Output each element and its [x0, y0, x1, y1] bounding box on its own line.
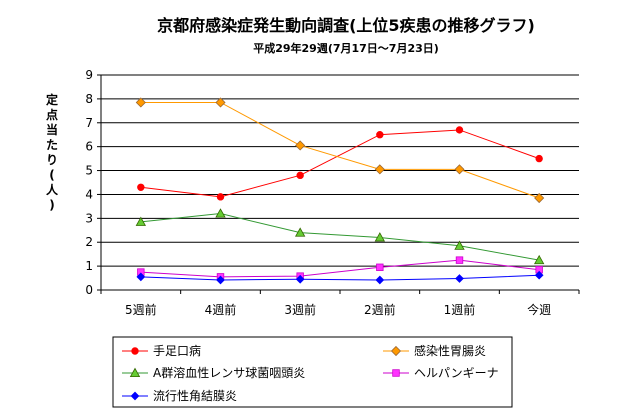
data-point [135, 97, 146, 108]
x-tick-label: 今週 [527, 302, 551, 317]
x-tick-label: 3週前 [284, 302, 316, 317]
data-point [216, 275, 225, 285]
series-line [140, 129, 540, 198]
data-point [136, 272, 146, 282]
y-axis-label-char: 点 [46, 107, 58, 122]
data-point [375, 275, 385, 285]
legend-item: A群溶血性レンサ球菌咽頭炎 [122, 365, 305, 380]
data-point [137, 183, 145, 191]
y-tick-label: 4 [85, 187, 93, 201]
data-point [454, 164, 465, 175]
y-tick-labels: 0 1 2 3 4 5 6 7 8 9 [85, 68, 93, 297]
data-point [533, 254, 545, 265]
series-3 [137, 256, 543, 281]
data-point [455, 256, 464, 264]
y-tick-label: 0 [85, 283, 93, 297]
y-tick-label: 6 [85, 140, 93, 154]
legend-label: A群溶血性レンサ球菌咽頭炎 [153, 365, 305, 380]
y-tick-label: 7 [85, 116, 93, 130]
data-point [135, 216, 147, 226]
data-point [455, 274, 464, 283]
series-line [140, 101, 540, 199]
legend-swatch-marker [390, 345, 402, 357]
x-tick-label: 2週前 [364, 302, 396, 317]
legend-item: 流行性角結膜炎 [122, 389, 237, 403]
data-point [215, 208, 226, 218]
y-axis-label: 定点当たり(人) [46, 92, 59, 212]
y-tick-label: 1 [85, 259, 93, 273]
legend-label: 手足口病 [153, 343, 201, 358]
x-tick-label: 5週前 [125, 302, 157, 317]
series-line [140, 274, 540, 281]
series-1 [135, 97, 545, 204]
legend-item: ヘルパンギーナ [383, 366, 499, 380]
data-point [535, 154, 543, 163]
y-axis-label-char: 当 [46, 122, 58, 137]
y-tick-label: 8 [85, 92, 93, 106]
data-point [296, 171, 304, 180]
legend-label: 流行性角結膜炎 [153, 389, 237, 403]
y-tick-label: 3 [85, 211, 93, 225]
legend-swatch-marker [392, 369, 400, 377]
series-line [140, 213, 540, 261]
y-axis-label-char: ) [49, 198, 54, 212]
data-point [295, 140, 306, 151]
y-tick-label: 2 [85, 235, 93, 249]
legend-swatch-marker [130, 391, 140, 401]
data-point [295, 274, 305, 284]
y-axis-label-char: り [46, 153, 58, 167]
y-axis-label-char: 定 [46, 92, 58, 107]
data-point [454, 240, 465, 250]
series-line [140, 259, 540, 278]
axes [97, 74, 580, 294]
x-tick-label: 1週前 [444, 302, 476, 317]
legend-item: 感染性胃腸炎 [383, 343, 486, 358]
data-point [455, 126, 464, 134]
chart-title: 京都府感染症発生動向調査(上位5疾患の推移グラフ) [157, 16, 535, 35]
y-axis-label-char: 人 [46, 182, 59, 197]
gridlines [101, 74, 579, 267]
data-point [216, 193, 225, 201]
legend-label: 感染性胃腸炎 [414, 343, 486, 358]
data-point [534, 270, 544, 280]
data-point [376, 131, 384, 139]
y-tick-label: 5 [85, 164, 93, 178]
y-tick-label: 9 [85, 68, 93, 82]
legend-swatch-marker [131, 347, 139, 355]
legend-swatch-marker [129, 367, 141, 378]
data-point [294, 227, 306, 237]
legend-label: ヘルパンギーナ [414, 366, 499, 380]
data-point [374, 164, 385, 175]
series-4 [136, 270, 544, 285]
y-axis-label-char: ( [49, 168, 54, 182]
x-tick-labels: 5週前 4週前 3週前 2週前 1週前 今週 [125, 302, 551, 317]
data-point [534, 192, 545, 204]
x-tick-label: 4週前 [205, 302, 237, 317]
legend-item: 手足口病 [122, 343, 201, 358]
y-axis-label-char: た [46, 138, 58, 152]
data-point [376, 263, 384, 272]
series-0 [137, 126, 543, 201]
chart-subtitle: 平成29年29週(7月17日〜7月23日) [253, 41, 439, 55]
data-point [374, 232, 386, 242]
data-point [215, 97, 226, 108]
series-2 [135, 208, 545, 265]
legend-box [112, 336, 513, 408]
series-group [135, 97, 545, 285]
